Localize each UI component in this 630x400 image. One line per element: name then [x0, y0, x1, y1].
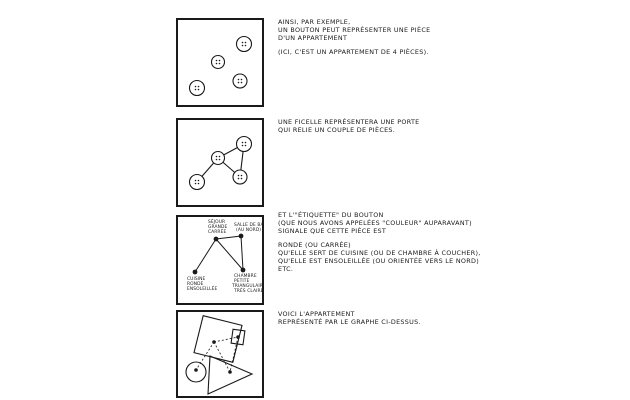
node-top [213, 236, 219, 242]
edge-1 [215, 235, 242, 240]
caption-3-line-3: SIGNALE QUE CETTE PIÈCE EST [278, 227, 387, 235]
caption-1-line-5: (ICI, C'EST UN APPARTEMENT DE 4 PIÈCES). [278, 48, 429, 56]
caption-4: VOICI L'APPARTEMENT REPRÉSENTÉ PAR LE GR… [278, 310, 458, 326]
apartment-drawing [185, 315, 254, 395]
edge-3 [240, 235, 244, 271]
button-4 [188, 79, 206, 97]
edge-4 [194, 238, 217, 273]
caption-3-line-7: QU'ELLE EST ENSOLEILLÉE (OU ORIENTÉE VER… [278, 257, 479, 265]
label-bl-1: CUISINE [187, 276, 206, 282]
panel-strings [176, 118, 264, 207]
node-bottom-left [192, 269, 198, 275]
edge-2 [215, 238, 244, 271]
label-right-2: (AU NORD) [236, 227, 261, 233]
button-1 [235, 35, 253, 53]
caption-1-line-3: D'UN APPARTEMENT [278, 34, 348, 42]
panel-buttons [176, 18, 264, 107]
caption-4-line-1: VOICI L'APPARTEMENT [278, 310, 355, 318]
room-round [185, 361, 207, 383]
label-right-1: SALLE DE BAIN [234, 222, 262, 228]
caption-3: ET L'"ÉTIQUETTE" DU BOUTON (QUE NOUS AVO… [278, 211, 481, 273]
label-top-1: SÉJOUR [208, 217, 225, 225]
node-right [238, 233, 244, 239]
label-br-4: TRÈS CLAIRE [233, 286, 262, 294]
room-small [230, 328, 246, 346]
panel-apartment [176, 310, 264, 398]
label-br-3: TRIANGULAIRE [231, 283, 262, 289]
caption-3-line-2: (QUE NOUS AVONS APPELÉES "COULEUR" AUPAR… [278, 219, 472, 227]
label-br-2: PETITE [234, 278, 250, 284]
caption-2-line-1: UNE FICELLE REPRÉSENTERA UNE PORTE [278, 118, 420, 126]
label-top-3: CARRÉE [208, 227, 226, 235]
caption-1: AINSI, PAR EXEMPLE, UN BOUTON PEUT REPRÉ… [278, 18, 458, 56]
buttons-drawing [188, 35, 253, 97]
caption-3-line-8: ETC. [278, 265, 294, 273]
button-3 [232, 73, 248, 89]
label-bl-3: ENSOLEILLÉE [187, 284, 217, 292]
caption-3-line-1: ET L'"ÉTIQUETTE" DU BOUTON [278, 211, 384, 219]
label-bl-2: RONDE [187, 281, 204, 287]
strings-drawing [188, 135, 253, 191]
button-2 [210, 54, 226, 70]
panel-labelled-graph: SÉJOUR GRANDE CARRÉE SALLE DE BAIN (AU N… [176, 215, 264, 305]
label-br-1: CHAMBRE [234, 273, 257, 279]
caption-3-line-6: QU'ELLE SERT DE CUISINE (OU DE CHAMBRE À… [278, 249, 481, 257]
caption-1-line-2: UN BOUTON PEUT REPRÉSENTER UNE PIÈCE [278, 26, 431, 34]
node-bottom-right [240, 267, 246, 273]
caption-2: UNE FICELLE REPRÉSENTERA UNE PORTE QUI R… [278, 118, 458, 134]
room-square [193, 315, 243, 363]
caption-4-line-2: REPRÉSENTÉ PAR LE GRAPHE CI-DESSUS. [278, 318, 421, 326]
label-top-2: GRANDE [208, 224, 227, 230]
room-triangle [207, 355, 254, 395]
caption-2-line-2: QUI RELIE UN COUPLE DE PIÈCES. [278, 126, 396, 134]
caption-1-line-1: AINSI, PAR EXEMPLE, [278, 18, 351, 26]
caption-3-line-5: RONDE (OU CARRÉE) [278, 241, 351, 249]
labelled-graph-drawing: SÉJOUR GRANDE CARRÉE SALLE DE BAIN (AU N… [187, 217, 262, 294]
